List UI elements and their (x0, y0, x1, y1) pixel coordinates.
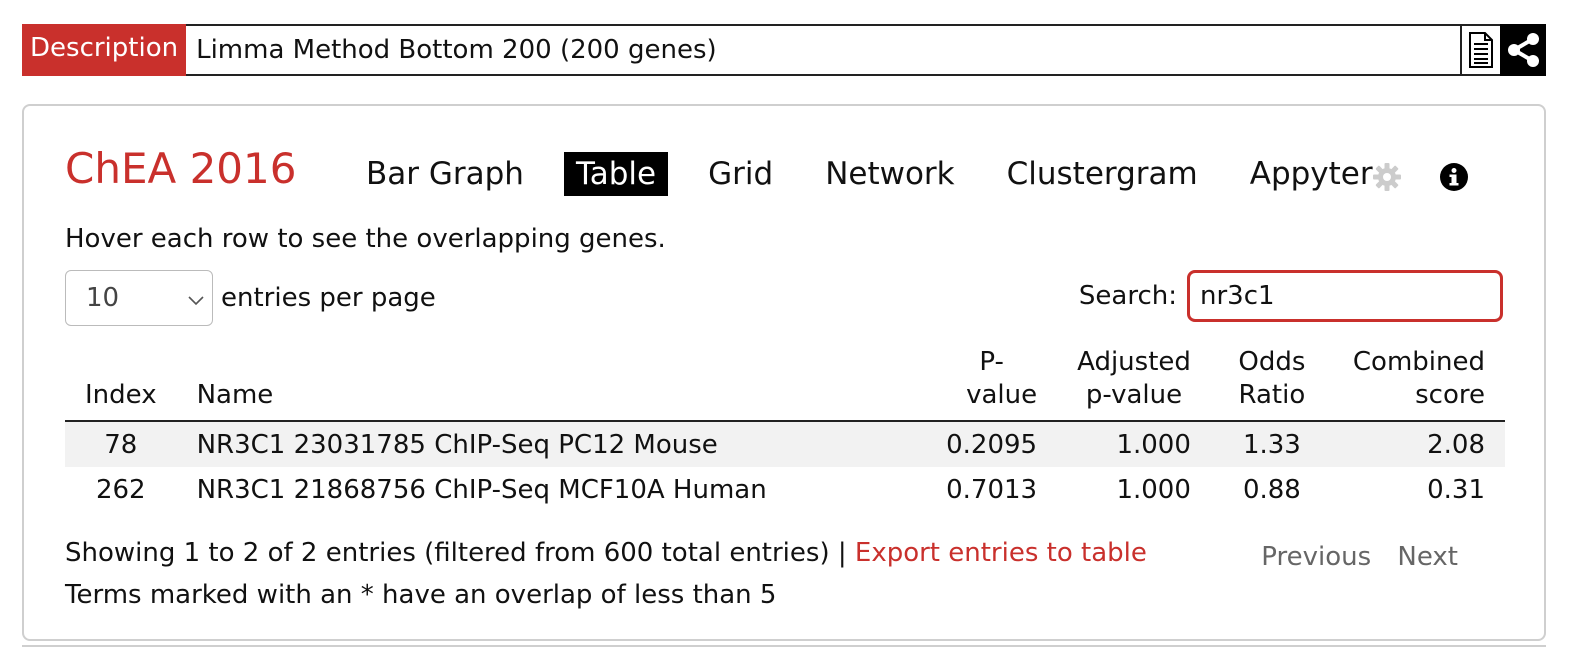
per-page-select[interactable]: 10 (65, 270, 213, 326)
header-combined-score[interactable]: Combined score (1352, 347, 1485, 410)
next-button[interactable]: Next (1397, 542, 1458, 572)
per-page-value: 10 (86, 283, 120, 313)
per-page-label: entries per page (221, 283, 436, 313)
export-link[interactable]: Export entries to table (854, 538, 1147, 568)
header-odds-ratio[interactable]: Odds Ratio (1238, 347, 1306, 410)
pagination: Previous Next (1243, 542, 1458, 572)
description-icons (1460, 24, 1546, 76)
next-card-edge (22, 645, 1546, 652)
overlap-note: Terms marked with an * have an overlap o… (65, 580, 777, 610)
row-adjusted-pvalue: 1.000 (1116, 429, 1191, 460)
row-pvalue: 0.7013 (946, 474, 1038, 505)
showing-info: Showing 1 to 2 of 2 entries (filtered fr… (65, 538, 1147, 568)
header-index[interactable]: Index (85, 380, 157, 410)
library-title: ChEA 2016 (65, 144, 297, 193)
showing-text: Showing 1 to 2 of 2 entries (filtered fr… (65, 538, 855, 568)
row-odds-ratio: 1.33 (1242, 429, 1301, 460)
search-area: Search: (1079, 270, 1503, 322)
header-adjusted-pvalue[interactable]: Adjusted p-value (1077, 347, 1191, 410)
results-table: Index Name P-value Adjusted p-value Odds R… (65, 346, 1505, 512)
row-pvalue: 0.2095 (946, 429, 1038, 460)
row-index: 262 (95, 474, 146, 505)
view-tabs: Bar Graph Table Grid Network Clustergram… (354, 152, 1413, 196)
previous-button[interactable]: Previous (1261, 542, 1372, 572)
row-odds-ratio: 0.88 (1242, 474, 1301, 505)
description-bar: Description Limma Method Bottom 200 (200… (22, 24, 1546, 76)
header-pvalue[interactable]: P-value (966, 347, 1038, 410)
document-icon[interactable] (1460, 26, 1500, 74)
row-name: NR3C1 23031785 ChIP-Seq PC12 Mouse (196, 429, 718, 460)
info-icon[interactable] (1439, 162, 1469, 196)
search-label: Search: (1078, 281, 1177, 311)
table-row[interactable]: 262 NR3C1 21868756 ChIP-Seq MCF10A Human… (65, 467, 1505, 512)
row-combined-score: 0.31 (1427, 474, 1485, 505)
tab-grid[interactable]: Grid (708, 156, 774, 192)
table-header-row: Index Name P-value Adjusted p-value Odds R… (65, 346, 1505, 421)
entries-per-page: 10 entries per page (65, 270, 436, 326)
table-row[interactable]: 78 NR3C1 23031785 ChIP-Seq PC12 Mouse 0.… (65, 421, 1505, 467)
gear-icon[interactable] (1372, 162, 1402, 196)
row-name: NR3C1 21868756 ChIP-Seq MCF10A Human (196, 474, 767, 505)
description-label: Description (22, 24, 187, 76)
tab-table[interactable]: Table (563, 152, 669, 196)
row-index: 78 (104, 429, 138, 460)
tab-network[interactable]: Network (825, 156, 955, 192)
hover-hint: Hover each row to see the overlapping ge… (65, 224, 666, 254)
description-text: Limma Method Bottom 200 (200 genes) (196, 35, 717, 65)
chevron-down-icon (188, 283, 204, 313)
row-adjusted-pvalue: 1.000 (1116, 474, 1191, 505)
tab-clustergram[interactable]: Clustergram (1006, 156, 1198, 192)
share-icon[interactable] (1500, 24, 1546, 76)
tab-appyter[interactable]: Appyter (1249, 156, 1373, 192)
results-card: ChEA 2016 Bar Graph Table Grid Network C… (22, 104, 1546, 641)
search-input[interactable] (1187, 270, 1503, 322)
tab-bar-graph[interactable]: Bar Graph (366, 156, 524, 192)
row-combined-score: 2.08 (1427, 429, 1485, 460)
header-name[interactable]: Name (196, 380, 274, 410)
